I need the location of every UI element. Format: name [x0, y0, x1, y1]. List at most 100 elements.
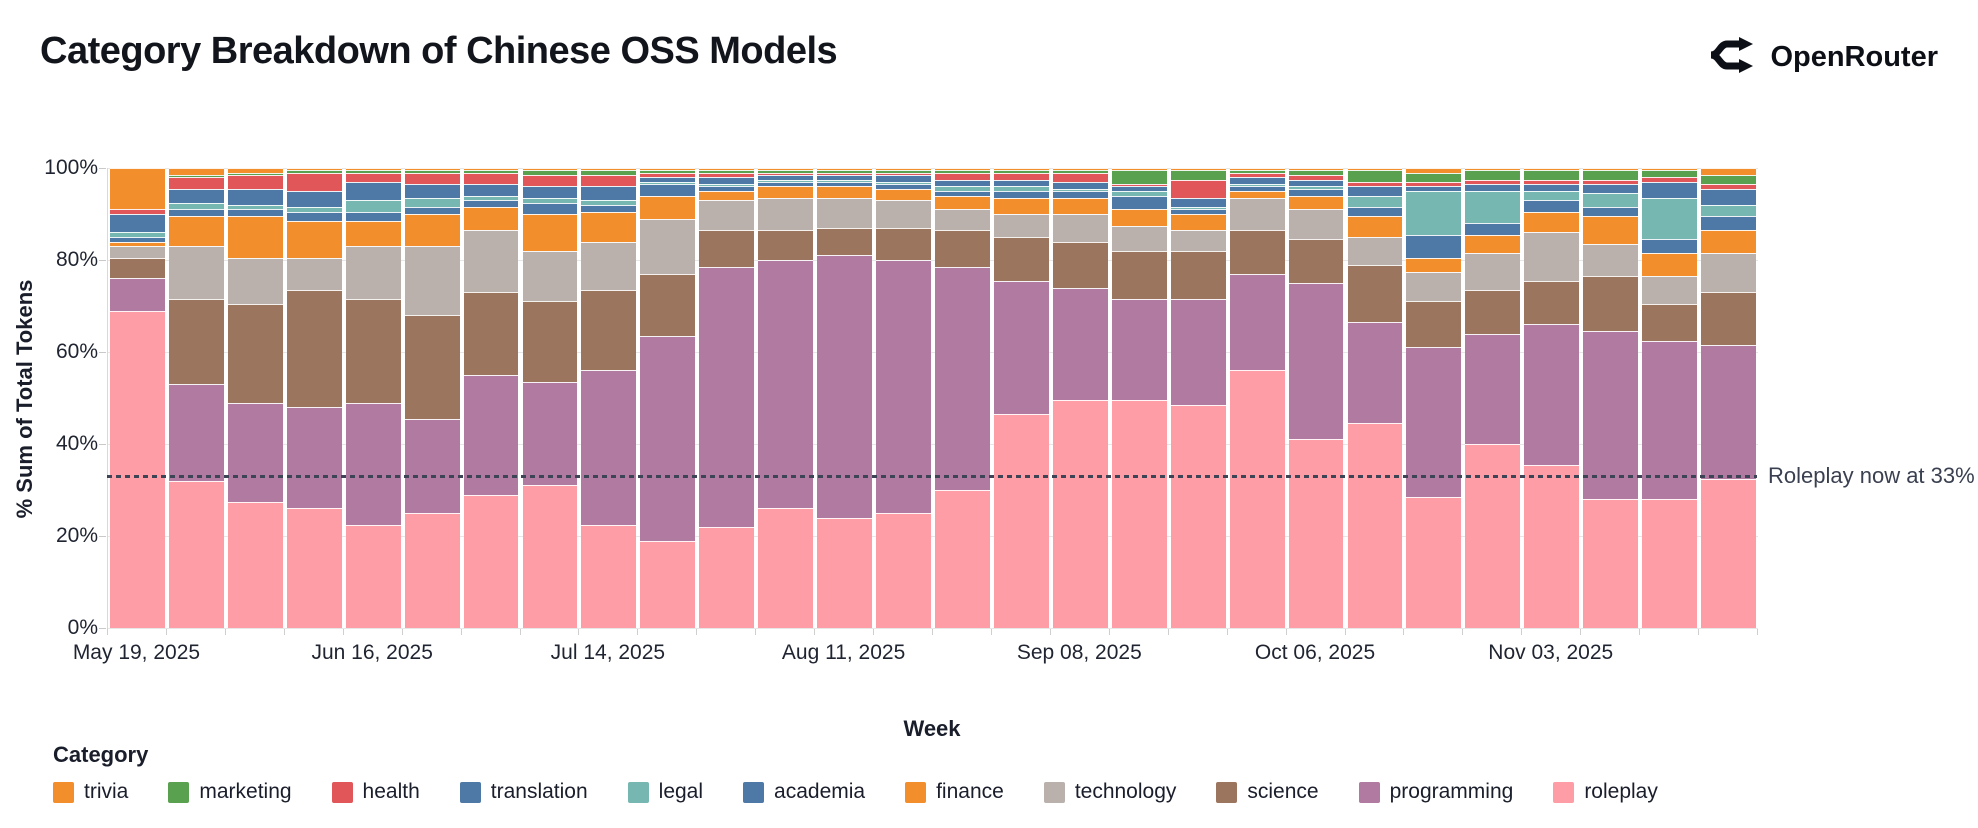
bar-week-Jul 28, 2025 [699, 168, 755, 628]
legend-label-legal: legal [658, 780, 704, 803]
segment-trivia [1465, 168, 1521, 171]
segment-marketing [1406, 172, 1462, 182]
bar-week-Jul 21, 2025 [640, 168, 696, 628]
segment-trivia [522, 168, 578, 171]
legend: Category trivia marketing health translatio… [53, 742, 1658, 804]
segment-legal [640, 181, 696, 185]
segment-trivia [286, 168, 342, 171]
stacked-bar-plot [107, 167, 1758, 629]
segment-roleplay [1524, 464, 1580, 628]
x-tick-mark [460, 629, 462, 635]
segment-legal [522, 197, 578, 203]
segment-academia [286, 211, 342, 221]
segment-legal [345, 200, 401, 212]
segment-finance [699, 191, 755, 201]
segment-translation [463, 184, 519, 196]
segment-academia [581, 204, 637, 212]
legend-item-science: science [1216, 780, 1319, 804]
segment-translation [1642, 181, 1698, 198]
bar-week-May 26, 2025 [168, 168, 224, 628]
segment-trivia [1701, 168, 1756, 175]
segment-legal [1642, 197, 1698, 240]
legend-swatch-academia [743, 781, 765, 803]
segment-translation [345, 181, 401, 201]
segment-translation [1288, 179, 1344, 187]
segment-academia [758, 181, 814, 187]
roleplay-33pct-annotation: Roleplay now at 33% [1768, 463, 1975, 489]
segment-technology [640, 218, 696, 274]
segment-legal [227, 204, 283, 210]
segment-finance [1583, 216, 1639, 244]
segment-technology [935, 209, 990, 231]
segment-translation [640, 177, 696, 182]
legend-title: Category [53, 742, 149, 767]
segment-trivia [1642, 168, 1698, 171]
x-tick-mark [1108, 629, 1110, 635]
segment-trivia [581, 168, 637, 171]
segment-legal [935, 186, 990, 191]
legend-item-technology: technology [1043, 780, 1176, 804]
segment-programming [1583, 331, 1639, 500]
segment-trivia [227, 168, 283, 173]
segment-health [1111, 184, 1167, 187]
segment-legal [1701, 204, 1756, 217]
segment-programming [1347, 322, 1403, 424]
segment-technology [286, 257, 342, 290]
legend-label-roleplay: roleplay [1584, 780, 1658, 803]
bar-week-Oct 27, 2025 [1465, 168, 1521, 628]
segment-legal [1288, 186, 1344, 189]
segment-health [227, 174, 283, 189]
segment-academia [640, 184, 696, 196]
segment-academia [1170, 209, 1226, 214]
segment-finance [522, 214, 578, 251]
segment-technology [993, 214, 1049, 237]
legend-item-academia: academia [743, 780, 865, 804]
segment-roleplay [1052, 400, 1108, 628]
legend-label-academia: academia [774, 780, 866, 803]
segment-programming [699, 266, 755, 527]
segment-health [345, 172, 401, 182]
y-axis-title: % Sum of Total Tokens [12, 279, 37, 519]
segment-technology [581, 241, 637, 290]
segment-science [1052, 241, 1108, 288]
segment-science [1701, 292, 1756, 346]
segment-trivia [1347, 168, 1403, 171]
segment-academia [1406, 234, 1462, 258]
segment-science [227, 303, 283, 403]
segment-academia [345, 211, 401, 221]
segment-programming [876, 260, 931, 513]
segment-science [1170, 250, 1226, 300]
brand-logo[interactable]: OpenRouter [1708, 36, 1938, 79]
bar-week-Oct 13, 2025 [1347, 168, 1403, 628]
segment-science [168, 299, 224, 385]
segment-science [935, 230, 990, 267]
segment-marketing [817, 170, 873, 173]
segment-translation [935, 179, 990, 187]
x-tick-mark [342, 629, 344, 635]
segment-roleplay [1701, 478, 1756, 628]
segment-translation [1406, 186, 1462, 191]
segment-technology [110, 246, 165, 258]
gridline-20 [108, 535, 1758, 537]
segment-programming [640, 335, 696, 541]
segment-programming [1052, 287, 1108, 401]
segment-finance [1229, 191, 1285, 198]
segment-legal [110, 232, 165, 237]
segment-programming [1170, 299, 1226, 405]
segment-finance [1642, 253, 1698, 277]
segment-science [1288, 239, 1344, 283]
legend-item-trivia: trivia [53, 780, 128, 804]
segment-marketing [1229, 170, 1285, 173]
segment-health [522, 174, 578, 187]
segment-health [640, 172, 696, 178]
segment-technology [758, 197, 814, 231]
segment-translation [522, 186, 578, 198]
x-tick-mark [224, 629, 226, 635]
segment-legal [1524, 191, 1580, 201]
segment-translation [404, 184, 460, 198]
x-tick-mark [1757, 629, 1758, 635]
segment-finance [1465, 234, 1521, 254]
segment-marketing [1347, 170, 1403, 182]
segment-marketing [699, 170, 755, 173]
segment-trivia [110, 168, 165, 210]
